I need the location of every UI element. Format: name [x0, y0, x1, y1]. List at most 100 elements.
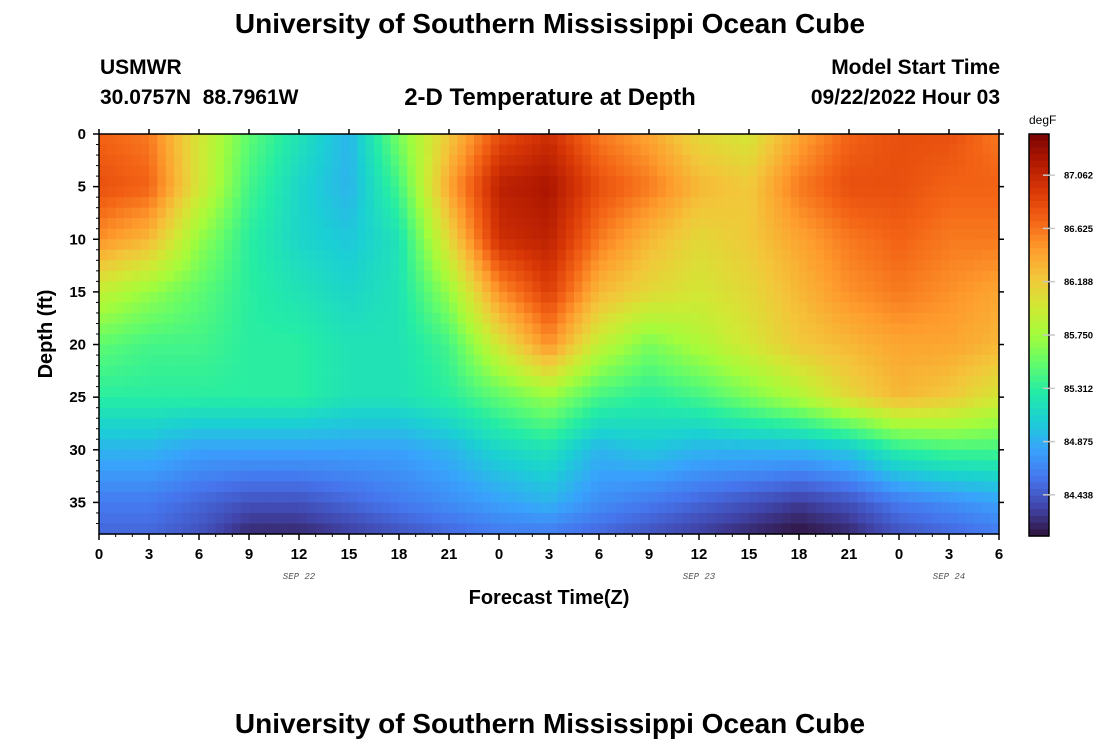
- heatmap-cell: [732, 407, 742, 419]
- heatmap-cell: [549, 134, 558, 146]
- heatmap-cell: [332, 376, 342, 388]
- heatmap-cell: [474, 491, 483, 504]
- heatmap-cell: [974, 449, 983, 461]
- heatmap-cell: [915, 176, 925, 188]
- heatmap-cell: [457, 249, 467, 261]
- heatmap-cell: [432, 460, 442, 472]
- heatmap-cell: [107, 428, 117, 440]
- heatmap-cell: [515, 134, 525, 146]
- heatmap-cell: [249, 312, 258, 325]
- heatmap-cell: [365, 460, 375, 472]
- heatmap-cell: [332, 197, 342, 209]
- colorbar-band: [1029, 495, 1049, 504]
- heatmap-cell: [832, 512, 842, 525]
- heatmap-cell: [640, 312, 650, 325]
- heatmap-cell: [374, 134, 383, 146]
- heatmap-cell: [182, 512, 192, 525]
- heatmap-cell: [740, 228, 750, 240]
- heatmap-cell: [257, 207, 267, 219]
- heatmap-cell: [840, 418, 850, 430]
- heatmap-cell: [507, 323, 517, 335]
- heatmap-cell: [249, 207, 258, 219]
- heatmap-cell: [132, 144, 142, 156]
- heatmap-cell: [407, 312, 417, 325]
- heatmap-cell: [557, 134, 567, 146]
- heatmap-cell: [824, 512, 833, 525]
- heatmap-cell: [707, 344, 717, 356]
- heatmap-cell: [474, 323, 483, 335]
- heatmap-cell: [774, 228, 783, 240]
- heatmap-cell: [690, 249, 700, 261]
- heatmap-cell: [399, 355, 408, 367]
- heatmap-cell: [482, 439, 492, 451]
- heatmap-cell: [340, 186, 350, 198]
- heatmap-cell: [699, 481, 708, 493]
- heatmap-cell: [449, 197, 458, 209]
- heatmap-cell: [557, 460, 567, 472]
- heatmap-cell: [649, 491, 658, 504]
- x-tick-label: 3: [945, 546, 953, 563]
- heatmap-cell: [640, 512, 650, 525]
- heatmap-cell: [474, 470, 483, 482]
- heatmap-cell: [265, 334, 275, 346]
- heatmap-cell: [949, 449, 958, 461]
- heatmap-cell: [699, 281, 708, 293]
- heatmap-cell: [149, 207, 158, 219]
- heatmap-cell: [390, 523, 400, 535]
- heatmap-cell: [915, 334, 925, 346]
- heatmap-cell: [965, 134, 975, 146]
- heatmap-cell: [832, 355, 842, 367]
- heatmap-cell: [674, 249, 683, 261]
- heatmap-cell: [524, 155, 533, 167]
- heatmap-cell: [674, 397, 683, 409]
- heatmap-cell: [457, 386, 467, 398]
- heatmap-cell: [182, 407, 192, 419]
- heatmap-cell: [465, 428, 475, 440]
- heatmap-cell: [782, 281, 792, 293]
- heatmap-cell: [749, 512, 758, 525]
- heatmap-cell: [832, 502, 842, 514]
- heatmap-cell: [332, 365, 342, 377]
- heatmap-cell: [357, 460, 367, 472]
- heatmap-cell: [157, 197, 167, 209]
- heatmap-cell: [615, 470, 625, 482]
- heatmap-cell: [532, 523, 542, 535]
- heatmap-cell: [457, 449, 467, 461]
- heatmap-cell: [490, 470, 500, 482]
- heatmap-cell: [349, 397, 358, 409]
- heatmap-cell: [615, 512, 625, 525]
- heatmap-cell: [682, 355, 692, 367]
- heatmap-cell: [699, 470, 708, 482]
- heatmap-cell: [207, 470, 217, 482]
- heatmap-cell: [657, 176, 667, 188]
- heatmap-cell: [907, 176, 917, 188]
- heatmap-cell: [282, 249, 292, 261]
- heatmap-cell: [340, 355, 350, 367]
- heatmap-cell: [224, 249, 233, 261]
- heatmap-cell: [815, 144, 825, 156]
- heatmap-cell: [815, 481, 825, 493]
- heatmap-cell: [640, 376, 650, 388]
- heatmap-cell: [265, 428, 275, 440]
- heatmap-cell: [607, 512, 617, 525]
- heatmap-cell: [390, 407, 400, 419]
- heatmap-cell: [832, 197, 842, 209]
- heatmap-cell: [915, 312, 925, 325]
- heatmap-cell: [257, 270, 267, 282]
- heatmap-cell: [407, 165, 417, 177]
- heatmap-cell: [374, 460, 383, 472]
- heatmap-cell: [982, 407, 992, 419]
- heatmap-cell: [574, 207, 583, 219]
- heatmap-cell: [140, 334, 150, 346]
- heatmap-cell: [182, 302, 192, 314]
- heatmap-cell: [599, 334, 608, 346]
- heatmap-cell: [332, 312, 342, 325]
- heatmap-cell: [899, 418, 908, 430]
- heatmap-cell: [924, 344, 933, 356]
- heatmap-cell: [749, 197, 758, 209]
- heatmap-cell: [374, 249, 383, 261]
- heatmap-cell: [190, 260, 200, 272]
- heatmap-cell: [374, 449, 383, 461]
- heatmap-cell: [932, 397, 942, 409]
- heatmap-cell: [282, 418, 292, 430]
